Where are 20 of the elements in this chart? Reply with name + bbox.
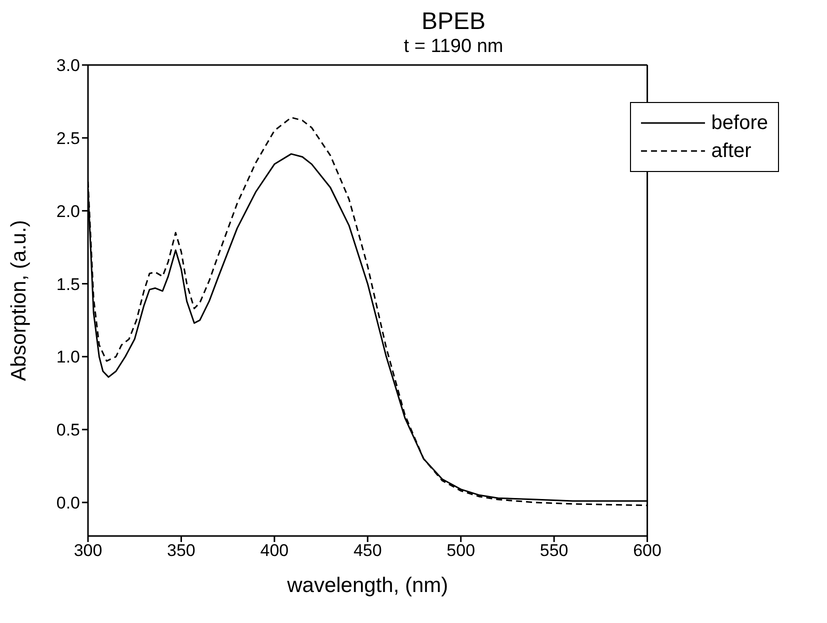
x-tick-label: 400 [260, 541, 289, 560]
y-tick-label: 2.5 [56, 128, 80, 148]
legend-label: after [711, 139, 752, 164]
y-tick-label: 2.0 [56, 202, 80, 221]
x-axis-title: wavelength, (nm) [286, 574, 448, 597]
x-tick-label: 600 [633, 541, 662, 560]
chart-title: BPEB [420, 8, 487, 36]
y-tick-label: 1.0 [56, 348, 80, 367]
x-tick-label: 550 [540, 541, 568, 560]
chart-subtitle: t = 1190 nm [402, 36, 504, 58]
x-tick-label: 500 [446, 541, 476, 560]
x-tick-label: 350 [167, 541, 196, 560]
y-axis-title: Absorption, (a.u.) [7, 220, 30, 382]
y-tick-label: 3.0 [56, 56, 80, 76]
y-tick-label: 1.5 [56, 274, 80, 294]
x-tick-label: 450 [353, 541, 382, 560]
y-tick-label: 0.0 [56, 493, 80, 512]
y-tick-label: 0.5 [56, 420, 80, 440]
x-tick-label: 300 [74, 541, 102, 560]
legend-label: before [711, 111, 768, 136]
